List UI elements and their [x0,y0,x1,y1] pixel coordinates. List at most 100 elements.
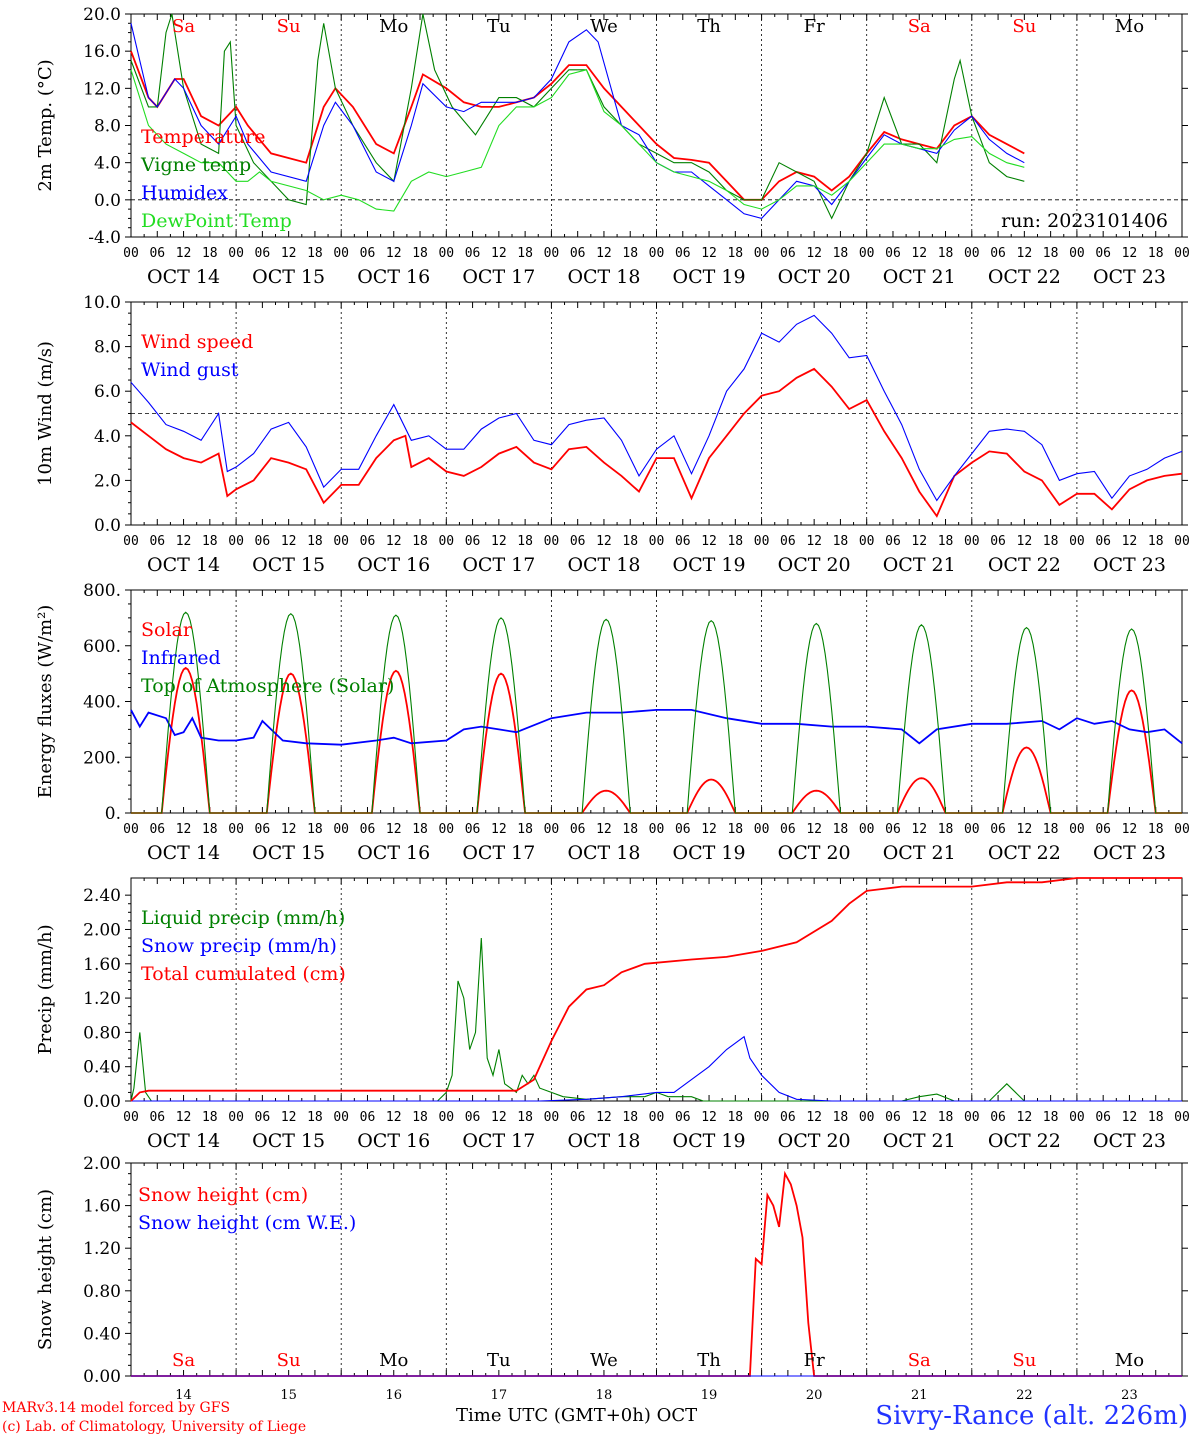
weekday-label: Fr [804,16,825,37]
y-tick-label: 2.0 [94,471,121,491]
hour-label: 12 [491,534,507,549]
hour-label: 12 [386,534,402,549]
day-label: OCT 19 [673,1130,746,1152]
hour-label: 12 [176,246,192,261]
day-label: OCT 15 [252,266,325,288]
hour-label: 06 [885,822,901,837]
y-tick-label: 0.80 [83,1282,121,1302]
hour-label: 18 [727,534,743,549]
hour-label: 06 [255,534,271,549]
hour-label: 06 [255,822,271,837]
hour-label: 06 [465,534,481,549]
day-label: OCT 23 [1093,266,1166,288]
hour-label: 18 [1148,822,1164,837]
hour-label: 00 [333,534,349,549]
hour-label: 00 [438,1110,454,1125]
day-label: OCT 18 [567,1130,640,1152]
hour-label: 00 [1174,246,1190,261]
hour-label: 18 [727,1110,743,1125]
hour-label: 00 [964,822,980,837]
hour-label: 12 [596,534,612,549]
hour-label: 12 [911,1110,927,1125]
hour-label: 06 [465,1110,481,1125]
hour-label: 12 [1122,822,1138,837]
series-line-snow-precip-mm-h- [131,1035,1182,1102]
day-label: OCT 15 [252,554,325,576]
series-line-snow-height-cm- [131,1170,1182,1377]
hour-label: 18 [833,822,849,837]
hour-label: 18 [938,534,954,549]
hour-label: 18 [833,246,849,261]
hour-label: 00 [1174,1110,1190,1125]
day-label: OCT 20 [778,266,851,288]
day-label: OCT 15 [252,1130,325,1152]
hour-label: 18 [412,822,428,837]
y-tick-label: 0. [105,804,121,824]
day-label: OCT 16 [357,842,430,864]
day-number-label: 18 [596,1388,613,1403]
hour-label: 06 [149,822,165,837]
hour-label: 12 [806,1110,822,1125]
weekday-label: Sa [908,1350,931,1371]
hour-label: 12 [491,1110,507,1125]
hour-label: 18 [202,822,218,837]
hour-label: 06 [570,822,586,837]
legend-entry: Total cumulated (cm) [141,963,346,985]
hour-label: 06 [885,534,901,549]
hour-label: 00 [333,246,349,261]
day-label: OCT 15 [252,842,325,864]
series-line-total-cumulated-cm- [130,877,1182,1102]
y-tick-label: 1.60 [83,955,121,975]
legend-entry: Top of Atmosphere (Solar) [141,675,394,697]
weekday-label: Su [1012,16,1036,37]
hour-label: 00 [964,534,980,549]
hour-label: 06 [990,246,1006,261]
hour-label: 00 [859,1110,875,1125]
y-tick-label: 600. [83,637,121,657]
weekday-label: Th [697,16,721,37]
hour-label: 06 [360,822,376,837]
hour-label: 06 [885,246,901,261]
series-line-infrared [130,709,1183,746]
day-number-label: 20 [806,1388,823,1403]
hour-label: 12 [1122,246,1138,261]
weekday-label: Fr [804,1350,825,1371]
hour-label: 18 [517,822,533,837]
y-axis-label: Precip (mm/h) [35,924,56,1054]
day-label: OCT 14 [147,1130,220,1152]
hour-label: 12 [1017,246,1033,261]
hour-label: 06 [570,534,586,549]
hour-label: 00 [438,822,454,837]
hour-label: 00 [228,822,244,837]
y-tick-label: 0.0 [94,191,121,211]
hour-label: 18 [938,246,954,261]
hour-label: 12 [1017,822,1033,837]
hour-label: 18 [202,534,218,549]
hour-label: 18 [938,822,954,837]
y-tick-label: 1.20 [83,989,121,1009]
hour-label: 12 [281,246,297,261]
series-line-vigne-temp [130,13,1025,220]
hour-label: 18 [517,246,533,261]
hour-label: 06 [780,1110,796,1125]
hour-label: 18 [622,1110,638,1125]
hour-label: 12 [281,822,297,837]
hour-label: 06 [675,1110,691,1125]
hour-label: 12 [491,822,507,837]
hour-label: 18 [622,534,638,549]
day-label: OCT 21 [883,1130,956,1152]
hour-label: 12 [386,822,402,837]
hour-label: 12 [176,534,192,549]
hour-label: 12 [1017,1110,1033,1125]
weekday-label: Mo [1115,16,1144,37]
hour-label: 12 [281,1110,297,1125]
y-tick-label: 0.00 [83,1367,121,1387]
day-number-label: 22 [1016,1388,1033,1403]
hour-label: 06 [990,822,1006,837]
hour-label: 18 [1043,246,1059,261]
hour-label: 18 [938,1110,954,1125]
hour-label: 12 [491,246,507,261]
hour-label: 00 [859,534,875,549]
hour-label: 18 [833,534,849,549]
y-axis-label: 2m Temp. (°C) [35,59,56,191]
